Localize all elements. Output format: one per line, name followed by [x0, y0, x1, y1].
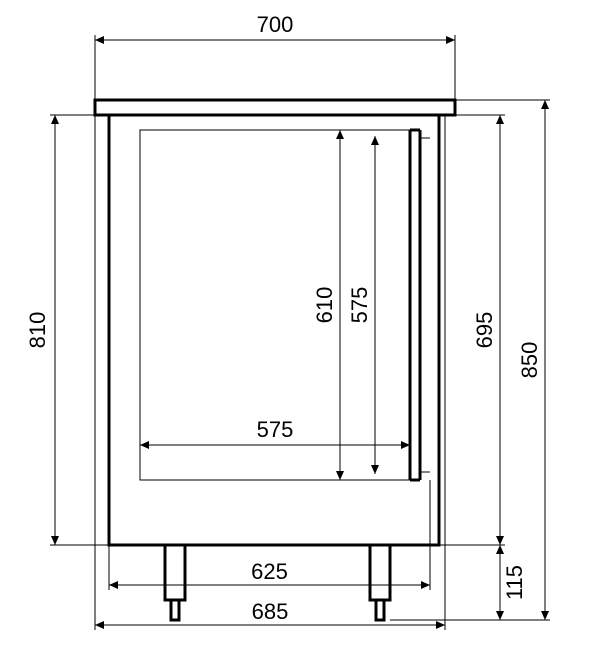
dim-575w: 575 — [257, 417, 294, 442]
dim-850: 850 — [517, 342, 542, 379]
dim-610: 610 — [312, 287, 337, 324]
dim-625: 625 — [251, 559, 288, 584]
dim-700: 700 — [257, 12, 294, 37]
dim-115: 115 — [502, 565, 527, 600]
dim-695: 695 — [472, 312, 497, 349]
dim-685: 685 — [252, 599, 289, 624]
dim-575h: 575 — [347, 287, 372, 324]
dim-810: 810 — [25, 312, 50, 349]
